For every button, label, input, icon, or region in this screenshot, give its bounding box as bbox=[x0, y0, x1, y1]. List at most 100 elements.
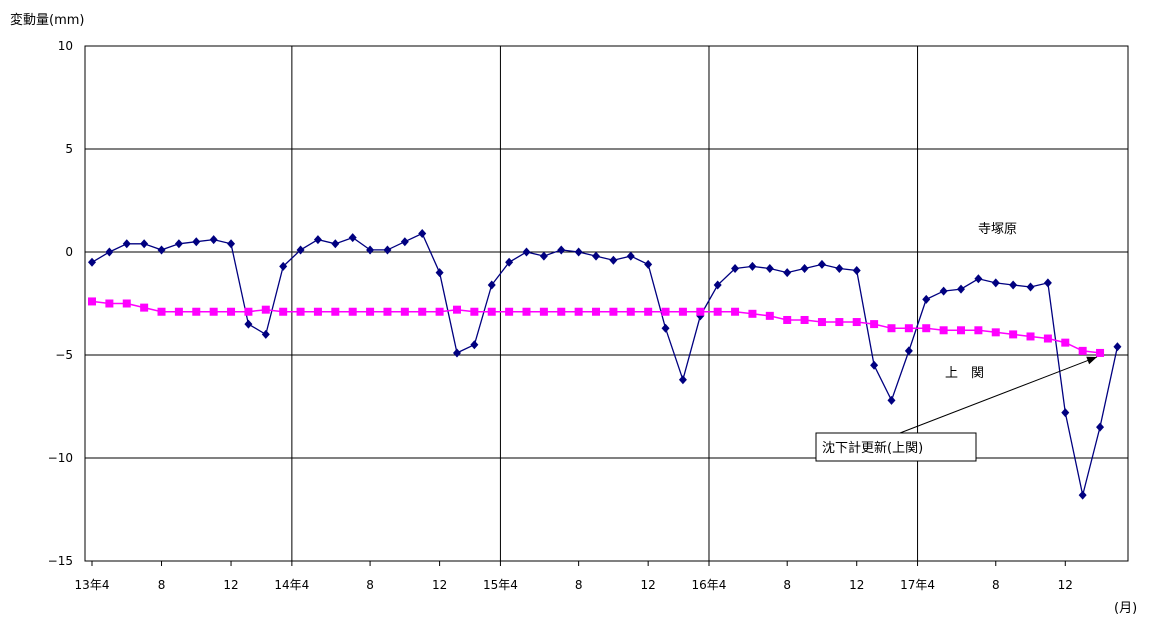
data-point-s0 bbox=[1061, 408, 1070, 418]
data-point-s1 bbox=[939, 326, 948, 335]
series-label-terazukahara: 寺塚原 bbox=[978, 222, 1017, 237]
data-point-s1 bbox=[487, 307, 496, 316]
data-point-s1 bbox=[765, 311, 774, 320]
data-point-s1 bbox=[696, 307, 705, 316]
y-tick-label: −10 bbox=[48, 451, 73, 465]
data-point-s1 bbox=[331, 307, 340, 316]
data-point-s0 bbox=[644, 259, 653, 269]
data-point-s1 bbox=[1043, 334, 1052, 343]
data-point-s0 bbox=[904, 346, 913, 356]
data-point-s0 bbox=[487, 280, 496, 290]
data-point-s0 bbox=[435, 268, 444, 278]
data-point-s0 bbox=[331, 239, 340, 249]
data-point-s0 bbox=[227, 239, 236, 249]
data-point-s0 bbox=[1113, 342, 1122, 352]
data-point-s0 bbox=[140, 239, 149, 249]
x-tick-label: 17年4 bbox=[900, 578, 935, 592]
data-point-s1 bbox=[522, 307, 531, 316]
data-point-s1 bbox=[313, 307, 322, 316]
data-point-s0 bbox=[887, 395, 896, 405]
data-point-s0 bbox=[539, 251, 548, 261]
data-point-s1 bbox=[383, 307, 392, 316]
data-point-s1 bbox=[748, 309, 757, 318]
data-point-s1 bbox=[192, 307, 201, 316]
data-point-s0 bbox=[470, 340, 479, 350]
data-point-s0 bbox=[870, 360, 879, 370]
data-point-s0 bbox=[1009, 280, 1018, 290]
data-point-s0 bbox=[783, 268, 792, 278]
data-point-s1 bbox=[661, 307, 670, 316]
data-point-s1 bbox=[835, 318, 844, 327]
annotation-arrowhead bbox=[1086, 356, 1098, 365]
data-point-s1 bbox=[783, 315, 792, 324]
data-point-s1 bbox=[592, 307, 601, 316]
x-axis-unit-label: (月) bbox=[1114, 601, 1137, 616]
y-tick-label: −5 bbox=[55, 348, 73, 362]
data-point-s1 bbox=[887, 324, 896, 333]
data-point-s1 bbox=[574, 307, 583, 316]
annotation-text: 沈下計更新(上関) bbox=[822, 440, 923, 456]
data-point-s1 bbox=[88, 297, 96, 306]
data-point-s0 bbox=[592, 251, 601, 261]
data-point-s1 bbox=[800, 315, 809, 324]
data-point-s1 bbox=[140, 303, 149, 312]
annotation-sensor-update: 沈下計更新(上関) bbox=[815, 356, 1098, 462]
data-point-s0 bbox=[418, 228, 427, 238]
annotation-arrow bbox=[899, 356, 1098, 434]
data-point-s1 bbox=[922, 324, 931, 333]
x-tick-label: 12 bbox=[223, 578, 238, 592]
data-point-s1 bbox=[1096, 348, 1105, 357]
data-point-s0 bbox=[974, 274, 983, 284]
x-tick-label: 8 bbox=[992, 578, 1000, 592]
series-layer bbox=[88, 228, 1122, 500]
x-tick-label: 12 bbox=[432, 578, 447, 592]
data-point-s1 bbox=[991, 328, 1000, 337]
data-point-s1 bbox=[105, 299, 114, 308]
data-point-s1 bbox=[244, 307, 253, 316]
data-point-s1 bbox=[366, 307, 375, 316]
data-point-s0 bbox=[661, 323, 670, 333]
data-point-s0 bbox=[505, 257, 514, 267]
data-point-s0 bbox=[731, 263, 740, 273]
data-point-s0 bbox=[452, 348, 461, 358]
x-tick-label: 8 bbox=[783, 578, 791, 592]
data-point-s0 bbox=[626, 251, 635, 261]
data-point-s1 bbox=[852, 318, 861, 327]
data-point-s1 bbox=[122, 299, 131, 308]
data-point-s0 bbox=[817, 259, 826, 269]
data-point-s1 bbox=[557, 307, 566, 316]
data-point-s0 bbox=[279, 261, 288, 271]
data-point-s0 bbox=[209, 235, 218, 245]
y-tick-label: 0 bbox=[65, 245, 73, 259]
data-point-s1 bbox=[470, 307, 479, 316]
data-point-s0 bbox=[122, 239, 131, 249]
data-point-s0 bbox=[366, 245, 375, 255]
data-point-s1 bbox=[209, 307, 218, 316]
data-point-s0 bbox=[192, 237, 201, 247]
x-tick-label: 13年4 bbox=[75, 578, 110, 592]
data-point-s0 bbox=[522, 247, 531, 257]
data-point-s0 bbox=[835, 263, 844, 273]
data-point-s0 bbox=[852, 266, 861, 276]
data-point-s1 bbox=[418, 307, 427, 316]
x-tick-label: 15年4 bbox=[483, 578, 518, 592]
data-point-s0 bbox=[174, 239, 183, 249]
data-point-s1 bbox=[452, 305, 461, 314]
data-point-s1 bbox=[731, 307, 740, 316]
data-point-s0 bbox=[922, 294, 931, 304]
data-point-s1 bbox=[678, 307, 687, 316]
data-point-s0 bbox=[383, 245, 392, 255]
data-point-s1 bbox=[400, 307, 409, 316]
data-point-s0 bbox=[88, 257, 96, 267]
data-point-s0 bbox=[713, 280, 722, 290]
data-point-s0 bbox=[765, 263, 774, 273]
data-point-s0 bbox=[557, 245, 566, 255]
data-point-s1 bbox=[713, 307, 722, 316]
data-point-s0 bbox=[296, 245, 305, 255]
plot-area bbox=[84, 45, 1129, 562]
data-point-s1 bbox=[348, 307, 357, 316]
data-point-s1 bbox=[435, 307, 444, 316]
data-point-s0 bbox=[313, 235, 322, 245]
data-point-s1 bbox=[1009, 330, 1018, 339]
data-point-s0 bbox=[261, 329, 270, 339]
